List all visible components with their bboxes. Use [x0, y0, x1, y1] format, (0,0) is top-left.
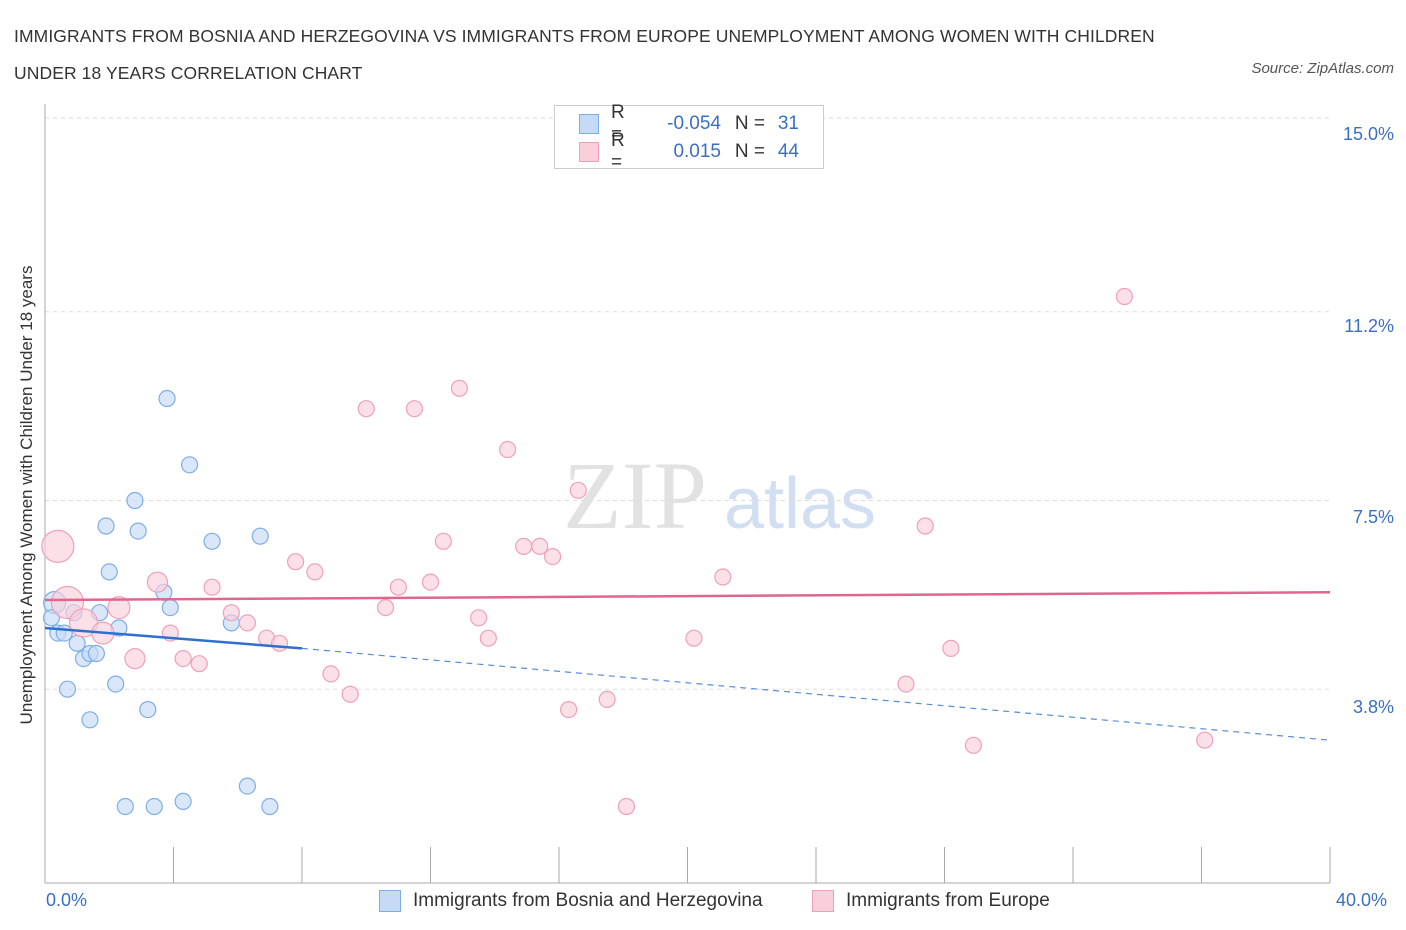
bosnia-point	[97, 517, 115, 535]
bosnia-point	[139, 700, 157, 719]
r-label: R =	[611, 130, 625, 173]
bosnia-point	[145, 797, 163, 816]
legend-item-bosnia: Immigrants from Bosnia and Herzegovina	[379, 890, 763, 912]
y-tick-label: 3.8%	[1352, 697, 1394, 717]
europe-point	[531, 537, 549, 556]
bosnia-point	[107, 675, 125, 693]
r-label: R =	[611, 102, 625, 145]
europe-point	[1196, 731, 1214, 749]
n-label: N =	[734, 113, 765, 134]
bosnia-point	[126, 491, 144, 510]
bosnia-point	[251, 527, 269, 545]
bosnia-point	[238, 777, 256, 795]
europe-point	[685, 629, 703, 647]
n-label: N =	[734, 141, 765, 162]
europe-point	[389, 578, 407, 596]
europe-point	[942, 639, 960, 658]
europe-point	[322, 665, 340, 683]
legend-label-europe: Immigrants from Europe	[846, 890, 1050, 911]
europe-point	[190, 655, 208, 673]
europe-point	[560, 700, 578, 719]
watermark: ZIP	[563, 442, 707, 549]
europe-point	[107, 595, 131, 620]
europe-point	[357, 400, 375, 418]
europe-point	[270, 634, 289, 652]
bosnia-point	[116, 797, 134, 816]
bosnia-point	[87, 644, 106, 663]
legend-item-europe: Immigrants from Europe	[812, 890, 1050, 912]
y-tick-label: 11.2%	[1344, 316, 1394, 336]
europe-point	[470, 609, 488, 627]
europe-point	[421, 573, 440, 591]
x-tick-label-max: 40.0%	[1336, 890, 1388, 910]
europe-point	[964, 736, 983, 754]
bosnia-point	[161, 598, 179, 617]
europe-r-value: 0.015	[673, 141, 721, 162]
europe-point	[124, 647, 146, 670]
bosnia-swatch	[379, 890, 401, 912]
bosnia-point	[100, 563, 118, 581]
europe-point	[1115, 287, 1134, 306]
europe-swatch	[579, 142, 599, 162]
bosnia-trend-extension	[301, 647, 1331, 741]
europe-point	[238, 614, 256, 632]
europe-point	[146, 571, 169, 593]
bosnia-r-value: -0.054	[667, 113, 721, 134]
europe-point	[499, 440, 517, 459]
europe-point	[203, 578, 221, 596]
legend-label-bosnia: Immigrants from Bosnia and Herzegovina	[413, 890, 763, 911]
bosnia-point	[58, 680, 77, 698]
europe-point	[450, 379, 469, 397]
chart-title: IMMIGRANTS FROM BOSNIA AND HERZEGOVINA V…	[14, 26, 1155, 83]
y-tick-label: 15.0%	[1342, 124, 1394, 144]
europe-point	[897, 675, 915, 693]
bosnia-n-value: 31	[777, 113, 799, 134]
europe-point	[405, 400, 424, 418]
europe-point	[515, 537, 533, 556]
legend-row-europe: R = 0.015 N = 44	[579, 130, 799, 173]
bosnia-point	[158, 389, 176, 408]
europe-point	[569, 481, 587, 499]
bosnia-point	[174, 792, 192, 811]
europe-point	[222, 604, 240, 622]
europe-point	[286, 553, 305, 571]
bosnia-trend-line	[44, 626, 303, 650]
bosnia-point	[203, 532, 221, 550]
x-tick-label-min: 0.0%	[46, 890, 88, 910]
europe-point	[916, 517, 934, 535]
bosnia-point	[261, 797, 279, 816]
europe-point	[543, 547, 562, 566]
europe-point	[434, 532, 452, 550]
bosnia-point	[180, 456, 199, 474]
europe-point	[376, 598, 395, 617]
bosnia-swatch	[579, 114, 599, 134]
bosnia-point	[81, 711, 99, 729]
series-legend: Immigrants from Bosnia and Herzegovina I…	[0, 890, 1406, 916]
europe-point	[598, 690, 616, 709]
europe-n-value: 44	[777, 141, 799, 162]
legend-row-bosnia: R = -0.054 N = 31	[579, 102, 799, 145]
europe-trend-line	[44, 591, 1331, 602]
europe-point	[714, 568, 732, 586]
correlation-legend: R = -0.054 N = 31 R = 0.015 N = 44	[554, 102, 824, 173]
europe-point	[41, 529, 75, 564]
europe-point	[341, 685, 359, 703]
europe-point	[479, 629, 497, 647]
europe-point	[617, 797, 636, 816]
europe-point	[50, 585, 85, 620]
bosnia-point	[129, 522, 147, 540]
y-tick-label: 7.5%	[1352, 507, 1394, 527]
source-label: Source: ZipAtlas.com	[1251, 60, 1394, 77]
europe-point	[174, 649, 192, 668]
watermark-atlas: atlas	[724, 464, 876, 544]
europe-point	[306, 563, 324, 581]
europe-swatch	[812, 890, 834, 912]
